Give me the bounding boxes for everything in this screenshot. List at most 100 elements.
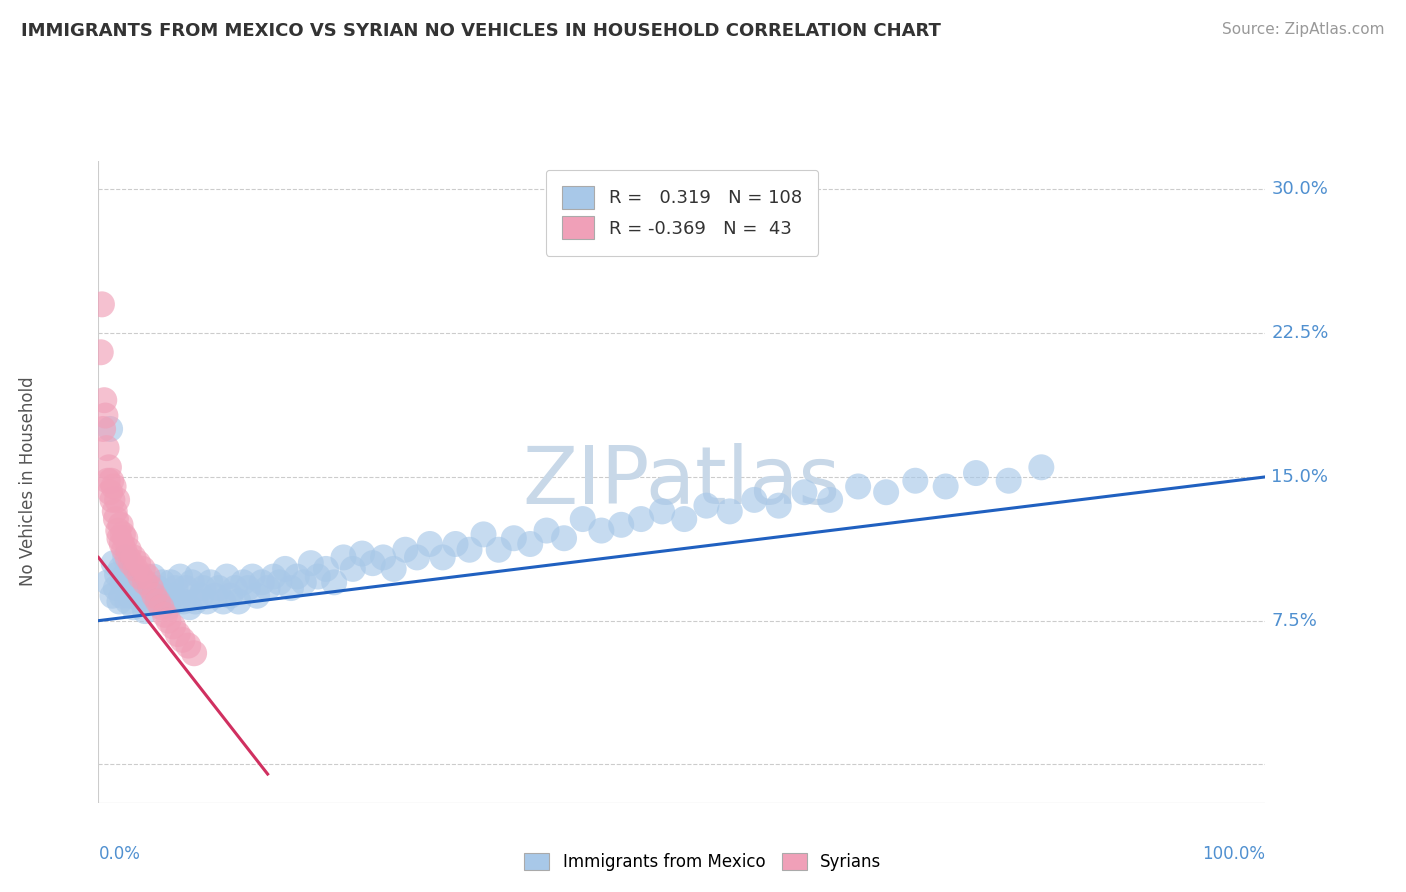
Text: 30.0%: 30.0% [1271, 180, 1329, 198]
Point [120, 575, 142, 590]
Point [432, 550, 454, 565]
Legend: Immigrants from Mexico, Syrians: Immigrants from Mexico, Syrians [516, 845, 890, 880]
Point [180, 575, 202, 590]
Point [183, 646, 205, 660]
Point [935, 479, 957, 493]
Point [591, 524, 613, 538]
Point [142, 569, 165, 583]
Point [143, 589, 166, 603]
Point [131, 594, 153, 608]
Point [488, 542, 510, 557]
Point [162, 619, 184, 633]
Point [242, 569, 264, 583]
Point [136, 589, 159, 603]
Point [571, 512, 593, 526]
Point [97, 474, 120, 488]
Point [159, 575, 181, 590]
Point [187, 567, 209, 582]
Point [114, 531, 136, 545]
Point [146, 594, 169, 608]
Point [224, 581, 246, 595]
Point [118, 581, 141, 595]
Point [108, 531, 131, 545]
Point [536, 524, 558, 538]
Point [105, 492, 128, 507]
Point [246, 589, 269, 603]
Point [157, 600, 180, 615]
Point [818, 492, 841, 507]
Point [846, 479, 869, 493]
Point [153, 589, 176, 603]
Point [630, 512, 652, 526]
Point [110, 562, 132, 576]
Point [104, 504, 127, 518]
Point [152, 575, 174, 590]
Point [394, 542, 416, 557]
Point [502, 531, 524, 545]
Point [553, 531, 575, 545]
Point [104, 581, 127, 595]
Point [98, 485, 121, 500]
Point [373, 550, 395, 565]
Point [122, 550, 145, 565]
Point [904, 474, 927, 488]
Point [166, 594, 188, 608]
Point [382, 562, 405, 576]
Legend: R =   0.319   N = 108, R = -0.369   N =  43: R = 0.319 N = 108, R = -0.369 N = 43 [546, 169, 818, 256]
Point [96, 441, 118, 455]
Point [193, 581, 215, 595]
Point [111, 527, 134, 541]
Point [125, 569, 148, 583]
Point [250, 575, 273, 590]
Point [118, 542, 141, 557]
Point [162, 589, 184, 603]
Point [997, 474, 1019, 488]
Point [112, 542, 135, 557]
Point [444, 537, 467, 551]
Point [146, 581, 169, 595]
Point [139, 594, 162, 608]
Point [117, 594, 139, 608]
Point [101, 589, 124, 603]
Point [132, 575, 155, 590]
Point [236, 581, 259, 595]
Text: Source: ZipAtlas.com: Source: ZipAtlas.com [1222, 22, 1385, 37]
Point [315, 562, 337, 576]
Point [125, 562, 148, 576]
Point [129, 569, 152, 583]
Point [179, 600, 201, 615]
Point [103, 479, 125, 493]
Point [352, 547, 374, 561]
Point [232, 575, 254, 590]
Point [212, 594, 235, 608]
Point [519, 537, 541, 551]
Point [256, 581, 278, 595]
Point [173, 594, 195, 608]
Point [342, 562, 364, 576]
Point [207, 581, 229, 595]
Point [169, 569, 191, 583]
Point [419, 537, 441, 551]
Point [157, 614, 180, 628]
Point [139, 581, 162, 595]
Text: IMMIGRANTS FROM MEXICO VS SYRIAN NO VEHICLES IN HOUSEHOLD CORRELATION CHART: IMMIGRANTS FROM MEXICO VS SYRIAN NO VEHI… [21, 22, 941, 40]
Point [150, 600, 173, 615]
Point [105, 567, 128, 582]
Point [118, 589, 141, 603]
Point [472, 527, 495, 541]
Point [110, 517, 132, 532]
Point [93, 393, 115, 408]
Point [120, 556, 142, 570]
Point [875, 485, 897, 500]
Point [174, 581, 197, 595]
Point [610, 517, 633, 532]
Point [323, 575, 346, 590]
Text: 15.0%: 15.0% [1271, 468, 1329, 486]
Point [117, 550, 139, 565]
Point [332, 550, 354, 565]
Text: 7.5%: 7.5% [1271, 612, 1317, 630]
Point [100, 474, 122, 488]
Point [111, 537, 134, 551]
Point [1031, 460, 1053, 475]
Point [125, 589, 148, 603]
